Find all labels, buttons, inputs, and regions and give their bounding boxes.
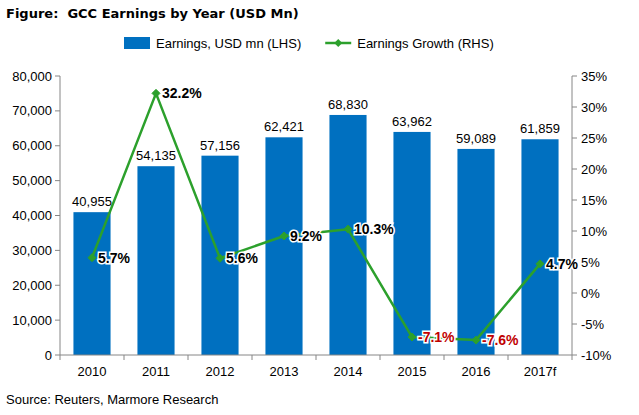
line-marker bbox=[88, 254, 96, 262]
line-label: -7.1% bbox=[418, 329, 455, 345]
y2-tick-label: 0% bbox=[581, 286, 600, 301]
y2-tick-label: 15% bbox=[581, 193, 607, 208]
y2-tick bbox=[572, 169, 577, 170]
y2-tick-label: 30% bbox=[581, 100, 607, 115]
y2-tick-label: -10% bbox=[581, 348, 612, 363]
line-marker bbox=[536, 260, 544, 268]
y-tick bbox=[55, 215, 60, 216]
y-tick bbox=[55, 180, 60, 181]
line-marker bbox=[152, 89, 160, 97]
x-axis bbox=[60, 355, 572, 356]
bar-label: 61,859 bbox=[520, 121, 560, 136]
y2-tick bbox=[572, 107, 577, 108]
line-marker bbox=[216, 254, 224, 262]
line-marker bbox=[472, 336, 480, 344]
bar-label: 54,135 bbox=[136, 148, 176, 163]
x-tick-label: 2015 bbox=[398, 364, 427, 379]
title: Figure: GCC Earnings by Year (USD Mn) bbox=[6, 6, 299, 21]
x-tick-label: 2013 bbox=[270, 364, 299, 379]
chart: Figure: GCC Earnings by Year (USD Mn) 0 10… bbox=[0, 0, 639, 415]
y-tick bbox=[55, 145, 60, 146]
y-tick-label: 40,000 bbox=[12, 208, 52, 223]
y-tick bbox=[55, 110, 60, 111]
y-tick-label: 10,000 bbox=[12, 313, 52, 328]
bar-label: 59,089 bbox=[456, 131, 496, 146]
x-tick bbox=[508, 355, 509, 360]
y2-tick-label: 10% bbox=[581, 224, 607, 239]
y2-tick-label: 5% bbox=[581, 255, 600, 270]
y-tick bbox=[55, 285, 60, 286]
line-label: -7.6% bbox=[482, 332, 519, 348]
y-tick-label: 80,000 bbox=[12, 69, 52, 84]
y-tick-label: 70,000 bbox=[12, 103, 52, 118]
x-tick bbox=[188, 355, 189, 360]
y-tick-label: 30,000 bbox=[12, 243, 52, 258]
x-tick bbox=[252, 355, 253, 360]
y2-tick-label: -5% bbox=[581, 317, 605, 332]
bar bbox=[137, 166, 174, 355]
line-label: 9.2% bbox=[290, 228, 322, 244]
y-tick-label: 60,000 bbox=[12, 138, 52, 153]
y2-tick bbox=[572, 76, 577, 77]
y2-tick-label: 20% bbox=[581, 162, 607, 177]
x-tick-label: 2014 bbox=[334, 364, 363, 379]
x-tick-label: 2010 bbox=[78, 364, 107, 379]
y-tick bbox=[55, 76, 60, 77]
y2-tick bbox=[572, 293, 577, 294]
x-tick bbox=[444, 355, 445, 360]
y-tick bbox=[55, 355, 60, 356]
line-label: 4.7% bbox=[546, 256, 578, 272]
line-marker bbox=[408, 333, 416, 341]
plot-area bbox=[73, 89, 558, 355]
line-marker bbox=[280, 232, 288, 240]
line bbox=[92, 93, 540, 340]
line-label: 10.3% bbox=[354, 221, 394, 237]
y-tick-label: 50,000 bbox=[12, 173, 52, 188]
x-tick-label: 2016 bbox=[462, 364, 491, 379]
y2-tick bbox=[572, 231, 577, 232]
legend-swatch bbox=[124, 37, 150, 49]
y2-tick bbox=[572, 200, 577, 201]
legend-marker bbox=[334, 39, 342, 47]
y2-tick-label: 25% bbox=[581, 131, 607, 146]
data-labels: 40,955 54,135 57,156 62,421 68,830 63,962 59,0… bbox=[72, 85, 578, 348]
y2-tick bbox=[572, 324, 577, 325]
bar-label: 62,421 bbox=[264, 119, 304, 134]
legend: Earnings, USD mn (LHS) Earnings Growth (R… bbox=[124, 36, 494, 51]
x-tick bbox=[124, 355, 125, 360]
line-label: 5.7% bbox=[98, 250, 130, 266]
bar-label: 68,830 bbox=[328, 97, 368, 112]
bar bbox=[521, 139, 558, 355]
x-tick-label: 2011 bbox=[142, 364, 170, 379]
y-tick bbox=[55, 250, 60, 251]
bar bbox=[265, 137, 302, 355]
y2-tick bbox=[572, 138, 577, 139]
x-tick bbox=[60, 355, 61, 360]
y-tick-label: 20,000 bbox=[12, 278, 52, 293]
legend-label: Earnings, USD mn (LHS) bbox=[156, 36, 301, 51]
source-note: Source: Reuters, Marmore Research bbox=[6, 392, 218, 407]
y2-axis bbox=[572, 76, 573, 355]
line-label: 5.6% bbox=[226, 250, 258, 266]
y-tick-label: 0 bbox=[45, 348, 52, 363]
y-axis bbox=[60, 76, 61, 355]
legend-label: Earnings Growth (RHS) bbox=[357, 36, 494, 51]
bar-label: 40,955 bbox=[72, 194, 112, 209]
y2-tick bbox=[572, 355, 577, 356]
line-label: 32.2% bbox=[162, 85, 202, 101]
x-tick bbox=[316, 355, 317, 360]
y-tick bbox=[55, 320, 60, 321]
x-tick bbox=[572, 355, 573, 360]
line-marker bbox=[344, 225, 352, 233]
y2-tick-label: 35% bbox=[581, 69, 607, 84]
x-tick bbox=[380, 355, 381, 360]
x-tick-label: 2017f bbox=[524, 364, 557, 379]
bar bbox=[393, 132, 430, 355]
bar-label: 63,962 bbox=[392, 114, 432, 129]
x-tick-label: 2012 bbox=[206, 364, 235, 379]
bar bbox=[73, 212, 110, 355]
bar-label: 57,156 bbox=[200, 138, 240, 153]
